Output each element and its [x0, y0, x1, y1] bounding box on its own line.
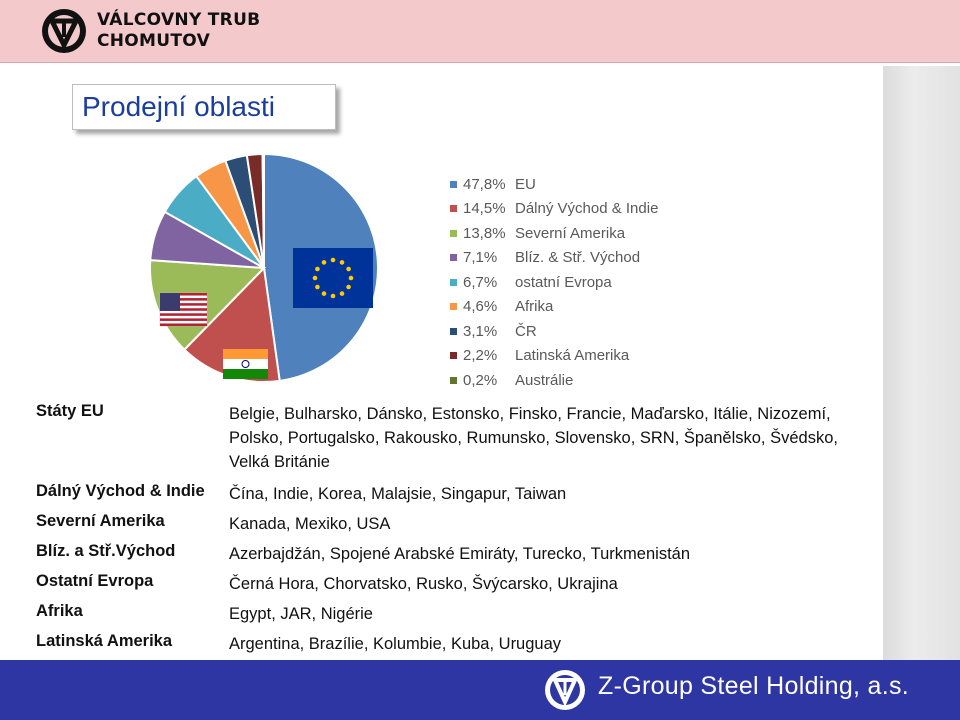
region-name: Blíz. a Stř.Východ [36, 542, 176, 560]
legend-item: 2,2% Latinská Amerika [450, 344, 658, 369]
legend-value: 3,1% [463, 322, 498, 340]
company-logo-icon [42, 9, 86, 53]
legend-item: 6,7% ostatní Evropa [450, 270, 658, 295]
legend-value: 4,6% [463, 298, 498, 316]
legend-label: ČR [515, 322, 537, 340]
legend-swatch [450, 376, 457, 384]
legend-item: 4,6% Afrika [450, 295, 658, 320]
chart-legend: 47,8% EU 14,5% Dálný Východ & Indie 13,8% Sev… [450, 172, 658, 393]
legend-value: 6,7% [463, 273, 498, 291]
legend-swatch [450, 327, 457, 335]
region-countries: Kanada, Mexiko, USA [229, 515, 391, 533]
region-countries: Belgie, Bulharsko, Dánsko, Estonsko, Fin… [229, 405, 838, 471]
region-countries: Azerbajdžán, Spojené Arabské Emiráty, Tu… [229, 545, 691, 563]
region-name: Latinská Amerika [36, 632, 173, 650]
company-name-line1: VÁLCOVNY TRUB [97, 10, 261, 30]
usa-flag [159, 292, 208, 327]
region-countries: Čína, Indie, Korea, Malajsie, Singapur, … [229, 485, 567, 503]
eu-flag [293, 248, 373, 308]
legend-swatch [450, 278, 457, 286]
footer-company-name: Z-Group Steel Holding, a.s. [598, 672, 910, 700]
pie-chart [149, 152, 379, 383]
header-bar: VÁLCOVNY TRUB CHOMUTOV [0, 0, 960, 63]
legend-value: 13,8% [463, 224, 506, 242]
region-name: Dálný Východ & Indie [36, 482, 205, 500]
page-title: Prodejní oblasti [82, 91, 276, 122]
legend-swatch [450, 180, 457, 188]
legend-swatch [450, 205, 457, 213]
legend-item: 47,8% EU [450, 172, 658, 197]
region-countries: Černá Hora, Chorvatsko, Rusko, Švýcarsko… [229, 575, 618, 593]
company-name-line2: CHOMUTOV [97, 31, 211, 51]
region-name: Afrika [36, 602, 83, 620]
region-name: Státy EU [36, 402, 104, 420]
legend-value: 0,2% [463, 371, 498, 389]
z-group-logo-icon [545, 670, 585, 710]
legend-label: Latinská Amerika [515, 347, 630, 365]
legend-label: Afrika [515, 298, 554, 316]
footer-bar [0, 660, 960, 720]
legend-item: 7,1% Blíz. & Stř. Východ [450, 246, 658, 271]
region-name: Severní Amerika [36, 512, 165, 530]
region-countries: Egypt, JAR, Nigérie [229, 605, 373, 623]
legend-value: 2,2% [463, 347, 498, 365]
legend-label: Dálný Východ & Indie [515, 200, 659, 218]
legend-swatch [450, 229, 457, 237]
region-countries: Argentina, Brazílie, Kolumbie, Kuba, Uru… [229, 635, 562, 653]
legend-label: ostatní Evropa [515, 273, 612, 291]
legend-label: Blíz. & Stř. Východ [515, 249, 641, 267]
pie-slice-8 [261, 152, 265, 269]
legend-value: 14,5% [463, 200, 506, 218]
company-name: VÁLCOVNY TRUB CHOMUTOV [97, 10, 260, 52]
legend-label: EU [515, 175, 536, 193]
legend-label: Severní Amerika [515, 224, 626, 242]
legend-swatch [450, 254, 457, 262]
legend-value: 47,8% [463, 175, 506, 193]
legend-item: 14,5% Dálný Východ & Indie [450, 197, 658, 222]
legend-item: 0,2% Austrálie [450, 368, 658, 393]
legend-label: Austrálie [515, 371, 574, 389]
india-flag [223, 349, 268, 379]
side-decoration [883, 66, 960, 660]
page-title-box: Prodejní oblasti [72, 84, 336, 130]
legend-swatch [450, 352, 457, 360]
region-name: Ostatní Evropa [36, 572, 154, 590]
legend-item: 3,1% ČR [450, 319, 658, 344]
legend-value: 7,1% [463, 249, 498, 267]
legend-swatch [450, 303, 457, 311]
legend-item: 13,8% Severní Amerika [450, 221, 658, 246]
